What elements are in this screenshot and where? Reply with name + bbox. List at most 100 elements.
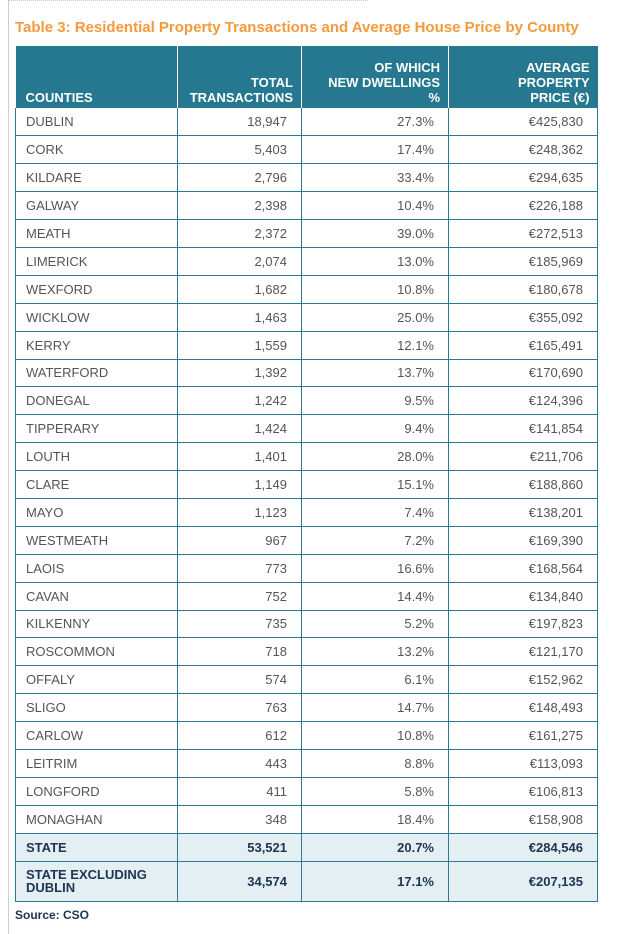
table-row: TIPPERARY 1,424 9.4% €141,854 — [15, 414, 598, 444]
value-cell: 2,796 — [177, 163, 302, 193]
table-row: LIMERICK 2,074 13.0% €185,969 — [15, 247, 598, 276]
value-cell: 9.5% — [301, 386, 449, 416]
table-row: WATERFORD 1,392 13.7% €170,690 — [15, 359, 598, 388]
table-row: SLIGO 763 14.7% €148,493 — [15, 693, 598, 723]
county-name-cell: DONEGAL — [15, 386, 178, 416]
value-cell: 10.4% — [301, 191, 449, 221]
value-cell: 10.8% — [301, 275, 449, 304]
value-cell: €294,635 — [448, 163, 598, 193]
header-average-price: AVERAGE PROPERTY PRICE (€) — [448, 46, 598, 108]
value-cell: €180,678 — [448, 275, 598, 304]
table-row: MEATH 2,372 39.0% €272,513 — [15, 219, 598, 248]
value-cell: €124,396 — [448, 386, 598, 416]
county-name-cell: DUBLIN — [15, 108, 178, 137]
total-row: STATE 53,521 20.7% €284,546 — [15, 833, 598, 862]
header-total-transactions: TOTAL TRANSACTIONS — [177, 46, 302, 108]
value-cell: 25.0% — [301, 303, 449, 332]
county-name-cell: WESTMEATH — [15, 526, 178, 555]
table-row: OFFALY 574 6.1% €152,962 — [15, 665, 598, 695]
value-cell: 13.2% — [301, 637, 449, 667]
value-cell: €169,390 — [448, 526, 598, 555]
header-line: PROPERTY — [517, 75, 590, 90]
value-cell: 2,074 — [177, 247, 302, 276]
value-cell: 15.1% — [301, 470, 449, 499]
total-label-cell: STATE — [15, 833, 178, 862]
table-row: CARLOW 612 10.8% €161,275 — [15, 721, 598, 750]
value-cell: 33.4% — [301, 163, 449, 193]
value-cell: 6.1% — [301, 665, 449, 695]
county-name-cell: KILKENNY — [15, 610, 178, 639]
value-cell: €188,860 — [448, 470, 598, 499]
header-line: COUNTIES — [25, 90, 93, 105]
county-name-cell: LAOIS — [15, 554, 178, 583]
table-row: LEITRIM 443 8.8% €113,093 — [15, 749, 598, 778]
table-row: ROSCOMMON 718 13.2% €121,170 — [15, 637, 598, 667]
value-cell: €165,491 — [448, 331, 598, 360]
county-name-cell: LIMERICK — [15, 247, 178, 276]
total-value-cell: €207,135 — [448, 861, 598, 902]
table-row: CLARE 1,149 15.1% €188,860 — [15, 470, 598, 499]
value-cell: 39.0% — [301, 219, 449, 248]
county-name-cell: CLARE — [15, 470, 178, 499]
value-cell: 1,559 — [177, 331, 302, 360]
value-cell: 1,392 — [177, 359, 302, 388]
county-name-cell: OFFALY — [15, 665, 178, 695]
total-label-line: STATE EXCLUDING — [26, 867, 147, 883]
value-cell: €158,908 — [448, 805, 598, 834]
value-cell: 13.0% — [301, 247, 449, 276]
value-cell: €226,188 — [448, 191, 598, 221]
value-cell: 967 — [177, 526, 302, 555]
value-cell: €113,093 — [448, 749, 598, 778]
table-row: LOUTH 1,401 28.0% €211,706 — [15, 442, 598, 472]
value-cell: 1,149 — [177, 470, 302, 499]
value-cell: 13.7% — [301, 359, 449, 388]
county-name-cell: WATERFORD — [15, 359, 178, 388]
value-cell: 348 — [177, 805, 302, 834]
value-cell: €141,854 — [448, 414, 598, 444]
value-cell: 612 — [177, 721, 302, 750]
table-row: DONEGAL 1,242 9.5% €124,396 — [15, 386, 598, 416]
value-cell: 7.2% — [301, 526, 449, 555]
table-title: Table 3: Residential Property Transactio… — [15, 19, 579, 36]
value-cell: 752 — [177, 582, 302, 611]
header-line: OF WHICH — [374, 60, 440, 75]
value-cell: €168,564 — [448, 554, 598, 583]
value-cell: €355,092 — [448, 303, 598, 332]
header-line: AVERAGE — [526, 60, 590, 75]
value-cell: 411 — [177, 777, 302, 806]
county-name-cell: ROSCOMMON — [15, 637, 178, 667]
value-cell: 574 — [177, 665, 302, 695]
value-cell: 773 — [177, 554, 302, 583]
value-cell: 5,403 — [177, 135, 302, 165]
header-row: COUNTIES TOTAL TRANSACTIONS OF WHICH NEW DWE… — [15, 46, 598, 108]
value-cell: 10.8% — [301, 721, 449, 750]
value-cell: 2,398 — [177, 191, 302, 221]
table-body: DUBLIN 18,947 27.3% €425,830 CORK 5,403 17.4% €… — [15, 108, 598, 902]
value-cell: €161,275 — [448, 721, 598, 750]
value-cell: 18.4% — [301, 805, 449, 834]
value-cell: 9.4% — [301, 414, 449, 444]
value-cell: 718 — [177, 637, 302, 667]
value-cell: 735 — [177, 610, 302, 639]
total-value-cell: 34,574 — [177, 861, 302, 902]
header-counties: COUNTIES — [15, 46, 178, 108]
total-label-line: DUBLIN — [26, 880, 76, 896]
value-cell: 1,463 — [177, 303, 302, 332]
total-label-cell: STATE EXCLUDING DUBLIN — [15, 861, 178, 902]
value-cell: 1,242 — [177, 386, 302, 416]
table-row: KERRY 1,559 12.1% €165,491 — [15, 331, 598, 360]
value-cell: 1,424 — [177, 414, 302, 444]
table-header: COUNTIES TOTAL TRANSACTIONS OF WHICH NEW DWE… — [15, 46, 598, 108]
county-name-cell: KILDARE — [15, 163, 178, 193]
page-top-rule — [8, 0, 368, 3]
county-name-cell: GALWAY — [15, 191, 178, 221]
county-name-cell: WICKLOW — [15, 303, 178, 332]
table-row: LAOIS 773 16.6% €168,564 — [15, 554, 598, 583]
county-name-cell: MEATH — [15, 219, 178, 248]
header-line: TRANSACTIONS — [189, 90, 293, 105]
table-row: KILKENNY 735 5.2% €197,823 — [15, 610, 598, 639]
value-cell: €121,170 — [448, 637, 598, 667]
table-row: CORK 5,403 17.4% €248,362 — [15, 135, 598, 165]
county-name-cell: MAYO — [15, 498, 178, 527]
value-cell: 2,372 — [177, 219, 302, 248]
